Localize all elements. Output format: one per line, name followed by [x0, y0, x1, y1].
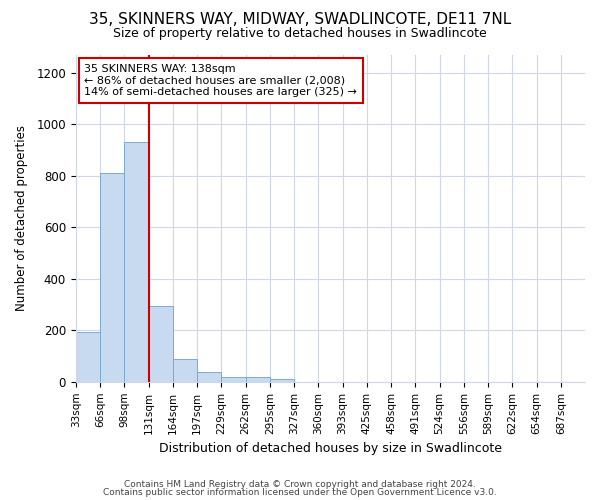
- X-axis label: Distribution of detached houses by size in Swadlincote: Distribution of detached houses by size …: [159, 442, 502, 455]
- Bar: [221, 376, 245, 382]
- Text: 35, SKINNERS WAY, MIDWAY, SWADLINCOTE, DE11 7NL: 35, SKINNERS WAY, MIDWAY, SWADLINCOTE, D…: [89, 12, 511, 28]
- Bar: [245, 378, 270, 382]
- Text: Contains public sector information licensed under the Open Government Licence v3: Contains public sector information licen…: [103, 488, 497, 497]
- Bar: [270, 378, 294, 382]
- Text: Size of property relative to detached houses in Swadlincote: Size of property relative to detached ho…: [113, 28, 487, 40]
- Bar: [76, 332, 100, 382]
- Text: Contains HM Land Registry data © Crown copyright and database right 2024.: Contains HM Land Registry data © Crown c…: [124, 480, 476, 489]
- Bar: [197, 372, 221, 382]
- Bar: [149, 306, 173, 382]
- Bar: [124, 142, 149, 382]
- Y-axis label: Number of detached properties: Number of detached properties: [15, 126, 28, 312]
- Bar: [173, 359, 197, 382]
- Bar: [100, 174, 124, 382]
- Text: 35 SKINNERS WAY: 138sqm
← 86% of detached houses are smaller (2,008)
14% of semi: 35 SKINNERS WAY: 138sqm ← 86% of detache…: [84, 64, 357, 97]
